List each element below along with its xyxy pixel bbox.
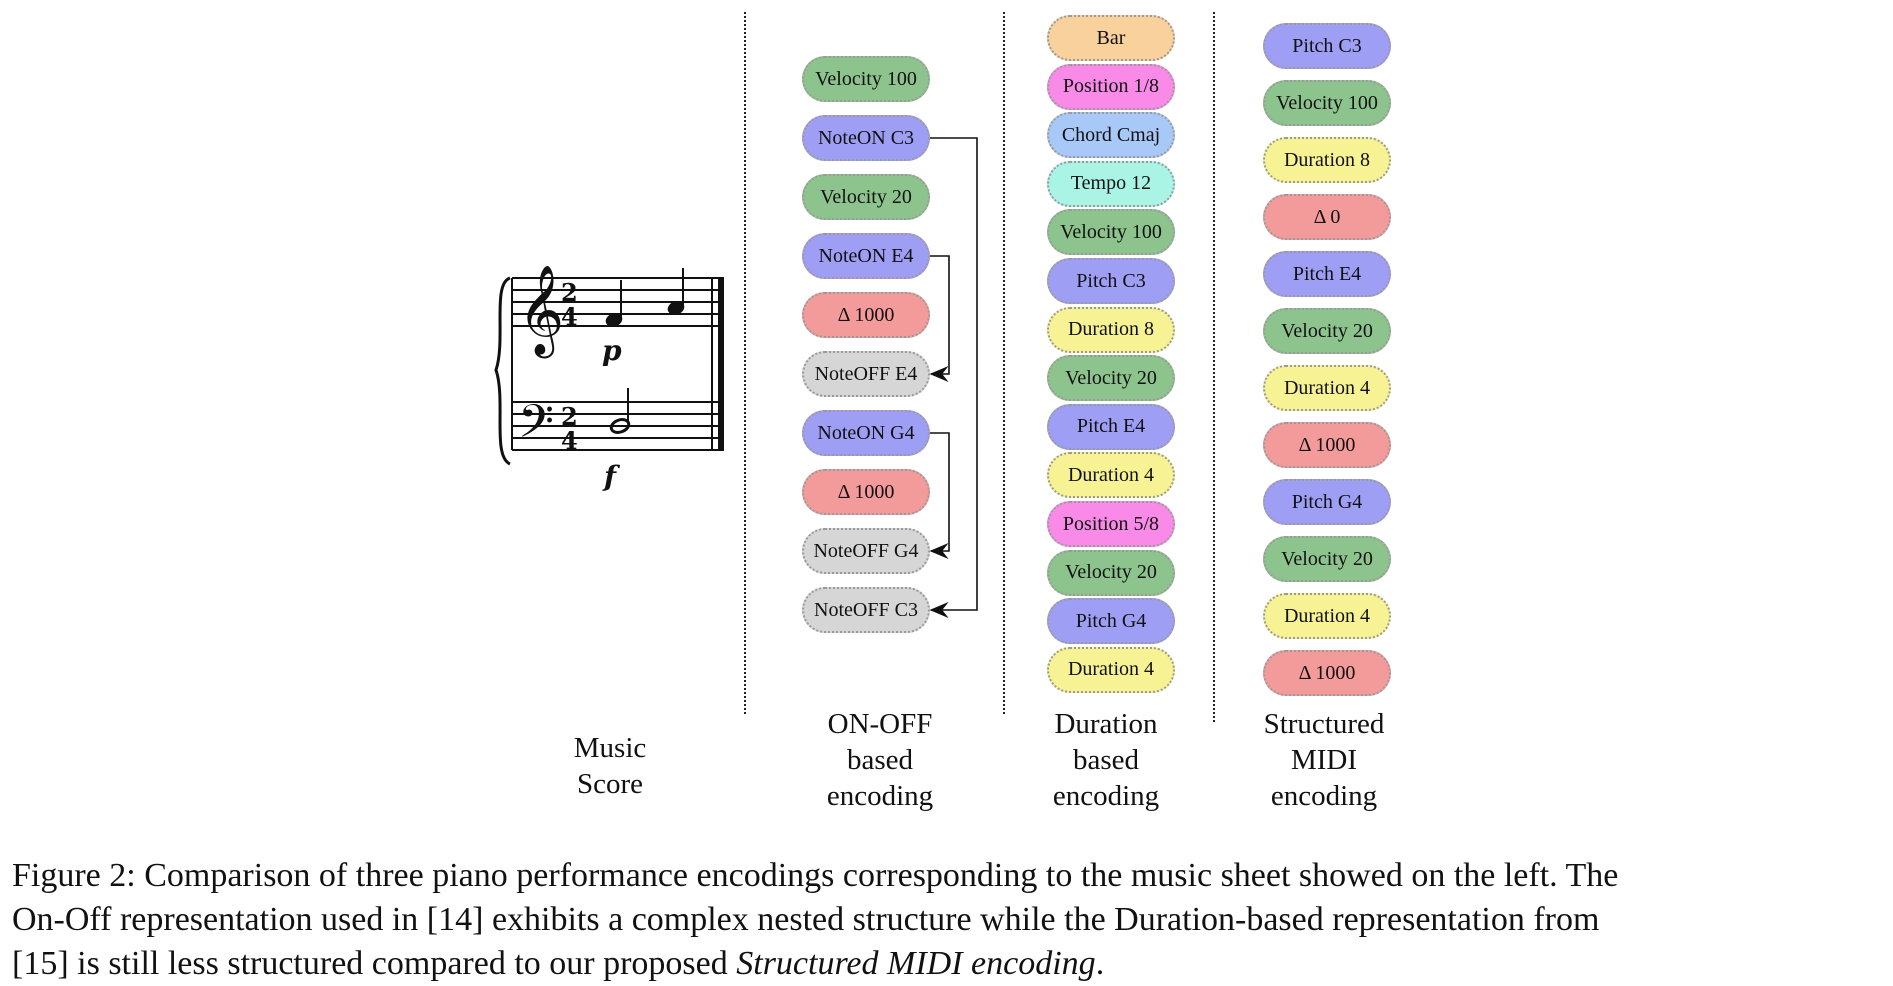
token-pitch: Pitch G4: [1263, 479, 1391, 525]
token-note-on: NoteON C3: [802, 115, 930, 161]
music-score-title: Music Score: [500, 730, 720, 802]
column-title-line: encoding: [1270, 780, 1378, 812]
token-duration: Duration 8: [1263, 137, 1391, 183]
column-divider: [1003, 12, 1005, 714]
bass-clef-icon: 𝄢: [518, 395, 554, 460]
treble-time-sig-top: 2: [561, 278, 578, 307]
on-off-encoding-title: ON-OFF based encoding: [770, 706, 990, 814]
token-velocity: Velocity 100: [802, 56, 930, 102]
token-velocity: Velocity 20: [1263, 308, 1391, 354]
token-velocity: Velocity 20: [1263, 536, 1391, 582]
caption-line: On-Off representation used in [14] exhib…: [12, 901, 1600, 938]
token-note-off: NoteOFF G4: [802, 528, 930, 574]
token-velocity: Velocity 100: [1263, 80, 1391, 126]
column-title-line: Duration: [1054, 708, 1158, 740]
dynamic-piano: p: [602, 334, 622, 367]
token-velocity: Velocity 20: [1047, 355, 1175, 402]
note-link-arrow: [929, 432, 950, 559]
column-title-line: ON-OFF: [827, 708, 933, 740]
music-score: 𝄞 𝄢 2 4 2 4 p f: [494, 265, 724, 493]
token-velocity: Velocity 20: [1047, 549, 1175, 596]
caption-text: [15] is still less structured compared t…: [12, 945, 737, 982]
token-pitch: Pitch C3: [1047, 258, 1175, 304]
token-pitch: Pitch E4: [1263, 251, 1391, 297]
token-duration: Duration 8: [1047, 306, 1175, 353]
token-pitch: Pitch E4: [1047, 403, 1175, 450]
token-delta: Δ 0: [1263, 194, 1391, 240]
column-title-line: MIDI: [1290, 744, 1358, 776]
bass-time-sig-bottom: 4: [561, 426, 578, 455]
caption-line: [15] is still less structured compared t…: [12, 942, 1884, 986]
column-title-line: based: [846, 744, 914, 776]
column-divider: [744, 12, 746, 714]
column-title-line: Structured: [1263, 708, 1385, 740]
caption-line: Figure 2: Comparison of three piano perf…: [12, 857, 1619, 894]
bass-time-sig-top: 2: [561, 402, 578, 431]
token-pitch: Pitch C3: [1263, 23, 1391, 69]
token-duration: Duration 4: [1263, 593, 1391, 639]
column-title-line: encoding: [1052, 780, 1160, 812]
column-title-line: based: [1072, 744, 1140, 776]
token-bar: Bar: [1047, 15, 1175, 61]
note-link-arrow: [929, 255, 950, 382]
token-duration: Duration 4: [1263, 365, 1391, 411]
column-divider: [1213, 12, 1215, 722]
token-delta: Δ 1000: [1263, 650, 1391, 696]
token-note-on: NoteON E4: [802, 233, 930, 279]
token-note-on: NoteON G4: [802, 410, 930, 456]
token-pitch: Pitch G4: [1047, 598, 1175, 645]
caption-text: .: [1095, 945, 1105, 982]
token-duration: Duration 4: [1047, 452, 1175, 499]
token-delta: Δ 1000: [802, 292, 930, 338]
token-note-off: NoteOFF C3: [802, 587, 930, 633]
note-c3: [609, 388, 631, 434]
note-link-arrow: [929, 137, 978, 618]
token-velocity: Velocity 20: [802, 174, 930, 220]
token-position: Position 1/8: [1047, 63, 1175, 110]
figure-caption: Figure 2: Comparison of three piano perf…: [12, 854, 1884, 986]
treble-clef-icon: 𝄞: [518, 265, 564, 359]
bass-staff: [512, 401, 722, 451]
note-g4: [667, 268, 685, 315]
token-velocity: Velocity 100: [1047, 209, 1175, 256]
token-note-off: NoteOFF E4: [802, 351, 930, 397]
caption-emphasis: Structured MIDI encoding: [736, 945, 1096, 982]
structured-midi-encoding-title: Structured MIDI encoding: [1214, 706, 1434, 814]
token-duration: Duration 4: [1047, 646, 1175, 693]
token-position: Position 5/8: [1047, 501, 1175, 547]
column-title-line: encoding: [826, 780, 934, 812]
music-score-title-line: Music: [573, 732, 647, 764]
music-score-title-line: Score: [576, 768, 644, 800]
grand-staff-brace: [494, 276, 511, 466]
token-tempo: Tempo 12: [1047, 160, 1175, 207]
duration-encoding-title: Duration based encoding: [996, 706, 1216, 814]
note-e4: [605, 280, 623, 327]
token-delta: Δ 1000: [802, 469, 930, 515]
thick-end-barline: [718, 277, 724, 451]
token-delta: Δ 1000: [1263, 422, 1391, 468]
treble-time-sig-bottom: 4: [561, 302, 578, 331]
note-on-off-connectors: [929, 137, 978, 618]
token-chord: Chord Cmaj: [1047, 112, 1175, 159]
figure: 𝄞 𝄢 2 4 2 4 p f Music Score V: [494, 12, 1434, 814]
